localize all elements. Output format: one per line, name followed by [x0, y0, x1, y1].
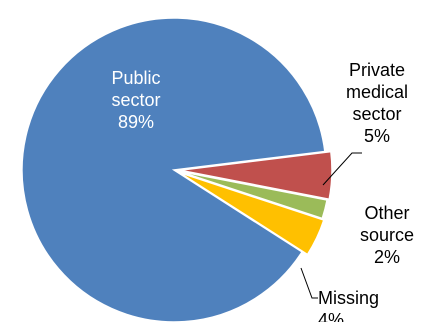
slice-name-label: Private	[349, 60, 405, 80]
leader-line-missing	[300, 267, 318, 299]
slice-value-label: 89%	[118, 112, 154, 132]
slice-name-label: Public	[111, 68, 160, 88]
slice-value-label: 2%	[374, 247, 400, 267]
pie-slices	[21, 17, 333, 323]
slice-label-private-medical-sector: Private medical sector 5%	[346, 60, 408, 146]
slice-name-label: sector	[111, 90, 160, 110]
pie-slice-public-sector	[21, 17, 326, 323]
slice-value-label: 4%	[318, 310, 344, 322]
leader-lines	[300, 152, 362, 299]
slice-name-label: medical	[346, 82, 408, 102]
slice-label-public-sector: Public sector 89%	[111, 68, 160, 132]
slice-name-label: source	[360, 225, 414, 245]
slice-label-other-source: Other source 2%	[360, 203, 414, 267]
slice-name-label: sector	[352, 104, 401, 124]
slice-value-label: 5%	[364, 126, 390, 146]
slice-name-label: Missing	[318, 288, 379, 308]
slice-name-label: Other	[364, 203, 409, 223]
slice-labels: Public sector 89%Private medical sector 5%Oth…	[111, 60, 414, 327]
pie-slice-other-source	[177, 170, 328, 220]
leader-line-private	[322, 152, 362, 186]
slice-label-missing: Missing 4%	[318, 288, 379, 322]
pie-slice-missing	[179, 171, 325, 256]
